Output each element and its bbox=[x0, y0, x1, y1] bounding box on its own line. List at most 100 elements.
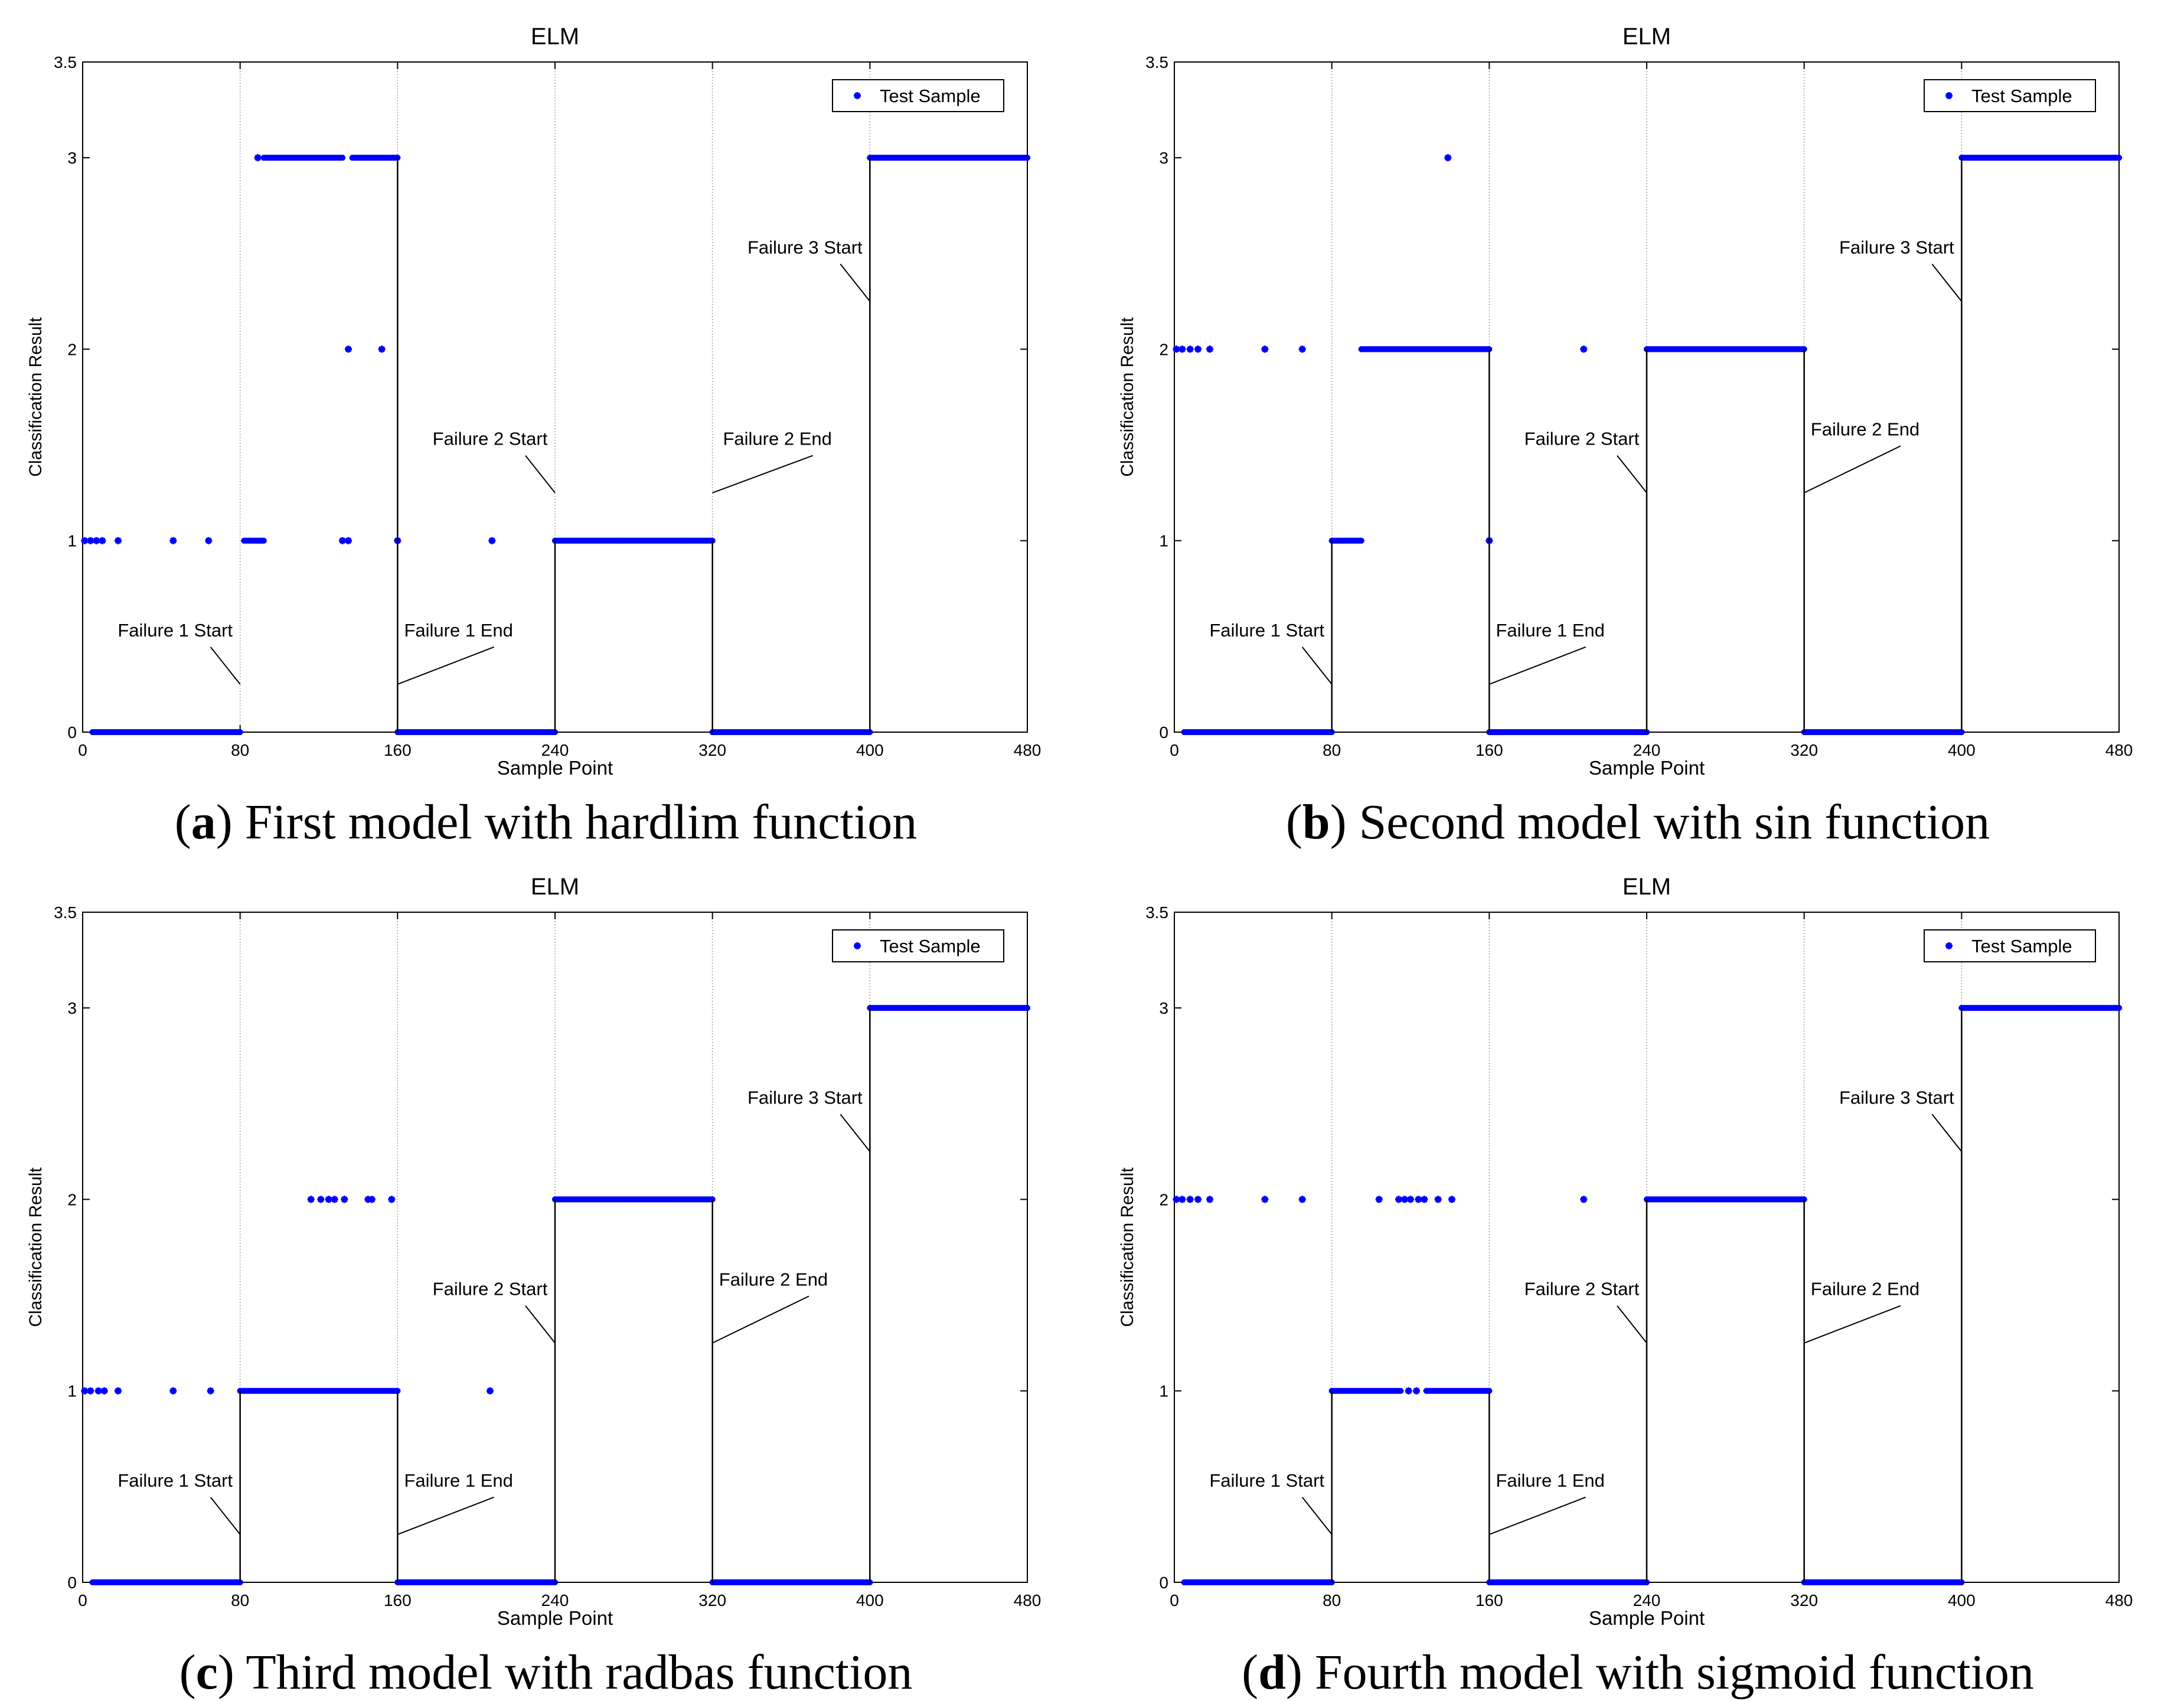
y-tick-label: 3 bbox=[67, 149, 77, 167]
annotation-arrow bbox=[1488, 646, 1586, 685]
data-point bbox=[99, 537, 106, 544]
x-tick-label: 0 bbox=[1170, 1591, 1179, 1609]
data-point bbox=[81, 1387, 89, 1395]
x-tick-label: 0 bbox=[78, 741, 87, 759]
annotation-label: Failure 2 End bbox=[1811, 1279, 1919, 1300]
annotation-label: Failure 2 Start bbox=[433, 429, 548, 449]
x-tick-label: 80 bbox=[231, 1591, 249, 1609]
data-point bbox=[115, 1387, 122, 1395]
annotation-label: Failure 3 Start bbox=[1839, 1087, 1954, 1108]
y-tick-label: 0 bbox=[67, 723, 77, 742]
data-point bbox=[169, 1387, 177, 1395]
data-point bbox=[2116, 1005, 2122, 1011]
data-point bbox=[1580, 345, 1588, 353]
data-point bbox=[1580, 1196, 1588, 1203]
data-point bbox=[331, 1196, 338, 1203]
data-point bbox=[93, 537, 100, 544]
x-tick-label: 80 bbox=[231, 741, 249, 759]
chart-title: ELM bbox=[531, 24, 579, 50]
x-tick-label: 400 bbox=[856, 1591, 884, 1609]
data-point bbox=[1173, 345, 1180, 353]
data-point bbox=[1186, 1196, 1194, 1203]
data-point bbox=[260, 537, 267, 544]
legend-marker bbox=[854, 92, 861, 99]
data-point bbox=[254, 154, 262, 162]
annotation-arrow bbox=[1301, 1497, 1333, 1535]
x-tick-label: 240 bbox=[541, 741, 569, 759]
annotation-label: Failure 1 End bbox=[1496, 1470, 1604, 1491]
annotation-arrow bbox=[1488, 1496, 1586, 1535]
y-tick-label: 2 bbox=[1159, 340, 1168, 358]
y-tick-label: 1 bbox=[1159, 532, 1168, 550]
y-tick-label: 3.5 bbox=[1145, 53, 1168, 71]
caption-a: (a) First model with hardlim function bbox=[174, 795, 918, 850]
x-tick-label: 0 bbox=[78, 1591, 87, 1609]
panel-d: 0 80 160 240 320 400 480 0 1 2 3 3.5 ELM Sample Point… bbox=[1092, 850, 2184, 1701]
y-tick-label: 2 bbox=[67, 340, 77, 358]
y-tick-label: 3 bbox=[1159, 999, 1168, 1017]
data-point bbox=[1415, 1196, 1422, 1203]
annotation-label: Failure 3 Start bbox=[1839, 237, 1954, 257]
y-tick-label: 3.5 bbox=[54, 903, 77, 922]
chart-title: ELM bbox=[531, 874, 579, 900]
annotation-arrow bbox=[840, 1114, 871, 1152]
chart-b: 0 80 160 240 320 400 480 0 1 2 3 3.5 ELM Sample Point… bbox=[1118, 24, 2133, 779]
x-tick-label: 80 bbox=[1323, 1591, 1341, 1609]
panel-a: 0 80 160 240 320 400 480 0 1 2 3 3.5 ELM Sample Point… bbox=[0, 0, 1092, 850]
data-point bbox=[1186, 345, 1194, 353]
data-point bbox=[1486, 1387, 1493, 1394]
chart-title: ELM bbox=[1623, 874, 1671, 900]
data-point bbox=[1401, 1196, 1408, 1203]
chart-title: ELM bbox=[1623, 24, 1671, 50]
data-point bbox=[1194, 1196, 1202, 1203]
data-point bbox=[1261, 345, 1269, 353]
annotation-label: Failure 1 Start bbox=[117, 1470, 233, 1491]
panel-c: 0 80 160 240 320 400 480 0 1 2 3 3.5 ELM Sample Point… bbox=[0, 850, 1092, 1701]
data-point bbox=[394, 1387, 401, 1394]
annotation-label: Failure 1 Start bbox=[117, 620, 233, 641]
annotation-arrow bbox=[1931, 263, 1963, 302]
y-tick-label: 1 bbox=[67, 532, 77, 550]
data-point bbox=[1398, 1387, 1404, 1394]
annotation-label: Failure 1 Start bbox=[1209, 1470, 1324, 1491]
x-tick-label: 480 bbox=[2105, 741, 2133, 759]
data-point bbox=[1261, 1196, 1269, 1203]
y-tick-label: 3.5 bbox=[54, 53, 77, 71]
caption-letter: a bbox=[191, 795, 216, 850]
y-axis-label: Classification Result bbox=[1118, 317, 1137, 477]
data-point bbox=[1444, 154, 1452, 162]
data-point bbox=[487, 1387, 494, 1395]
data-point bbox=[169, 537, 177, 544]
data-point bbox=[94, 1387, 102, 1395]
data-point bbox=[205, 537, 213, 544]
x-tick-label: 320 bbox=[1790, 741, 1818, 759]
x-tick-label: 160 bbox=[1475, 1591, 1503, 1609]
data-point bbox=[2116, 155, 2122, 161]
data-point bbox=[1395, 1196, 1402, 1203]
x-axis-label: Sample Point bbox=[497, 1607, 613, 1629]
y-tick-label: 1 bbox=[67, 1382, 77, 1400]
annotation-label: Failure 1 Start bbox=[1209, 620, 1324, 641]
x-tick-label: 400 bbox=[1948, 741, 1976, 759]
y-axis-label: Classification Result bbox=[1118, 1167, 1137, 1327]
x-tick-label: 400 bbox=[856, 741, 884, 759]
annotation-label: Failure 2 End bbox=[1811, 419, 1919, 439]
y-axis-label: Classification Result bbox=[26, 1167, 45, 1327]
legend-box bbox=[832, 79, 1004, 112]
data-point bbox=[1298, 345, 1306, 353]
y-tick-label: 2 bbox=[67, 1190, 77, 1209]
data-point bbox=[1024, 155, 1030, 161]
data-point bbox=[709, 537, 716, 544]
y-tick-label: 3.5 bbox=[1145, 903, 1168, 922]
x-tick-label: 240 bbox=[1633, 741, 1661, 759]
data-point bbox=[1434, 1196, 1442, 1203]
caption-text: First model with hardlim function bbox=[244, 795, 918, 850]
data-point bbox=[1298, 1196, 1306, 1203]
annotation-label: Failure 3 Start bbox=[747, 237, 863, 257]
x-tick-label: 240 bbox=[541, 1591, 569, 1609]
annotation-label: Failure 2 Start bbox=[1524, 429, 1640, 449]
caption-text: Second model with sin function bbox=[1359, 795, 1990, 850]
legend-label: Test Sample bbox=[880, 936, 981, 956]
annotation-label: Failure 2 End bbox=[723, 429, 831, 449]
data-point bbox=[378, 345, 386, 353]
